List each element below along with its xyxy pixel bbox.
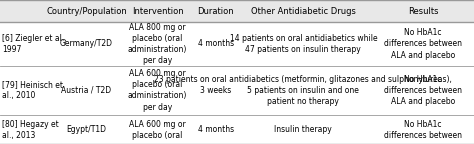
Text: Intervention: Intervention <box>132 7 183 16</box>
Text: ALA 800 mg or
placebo (oral
administration)
per day: ALA 800 mg or placebo (oral administrati… <box>128 23 187 65</box>
Bar <box>0 0 474 22</box>
Text: Austria / T2D: Austria / T2D <box>62 86 111 95</box>
Text: Egypt/T1D: Egypt/T1D <box>66 125 107 134</box>
Text: [6] Ziegler et al.,
1997: [6] Ziegler et al., 1997 <box>2 34 67 54</box>
Text: [79] Heinisch et
al., 2010: [79] Heinisch et al., 2010 <box>2 80 64 100</box>
Text: 4 months: 4 months <box>198 39 234 48</box>
Text: ALA 600 mg or
placebo (oral: ALA 600 mg or placebo (oral <box>129 120 186 140</box>
Text: 3 weeks: 3 weeks <box>200 86 231 95</box>
Text: 14 patients on oral antidiabetics while
47 patients on insulin therapy: 14 patients on oral antidiabetics while … <box>229 34 377 54</box>
Text: No HbA1c
differences between
ALA and placebo: No HbA1c differences between ALA and pla… <box>384 75 462 106</box>
Text: Insulin therapy: Insulin therapy <box>274 125 332 134</box>
Text: 23 patients on oral antidiabetics (metformin, glitazones and sulphonylureas),
5 : 23 patients on oral antidiabetics (metfo… <box>155 75 452 106</box>
Text: No HbA1c
differences between: No HbA1c differences between <box>384 120 462 140</box>
Text: Results: Results <box>408 7 438 16</box>
Text: 4 months: 4 months <box>198 125 234 134</box>
Text: Country/Population: Country/Population <box>46 7 127 16</box>
Text: Other Antidiabetic Drugs: Other Antidiabetic Drugs <box>251 7 356 16</box>
Text: Duration: Duration <box>197 7 234 16</box>
Text: Germany/T2D: Germany/T2D <box>60 39 113 48</box>
Text: [80] Hegazy et
al., 2013: [80] Hegazy et al., 2013 <box>2 120 59 140</box>
Text: No HbA1c
differences between
ALA and placebo: No HbA1c differences between ALA and pla… <box>384 28 462 59</box>
Text: ALA 600 mg or
placebo (oral
administration)
per day: ALA 600 mg or placebo (oral administrati… <box>128 69 187 111</box>
